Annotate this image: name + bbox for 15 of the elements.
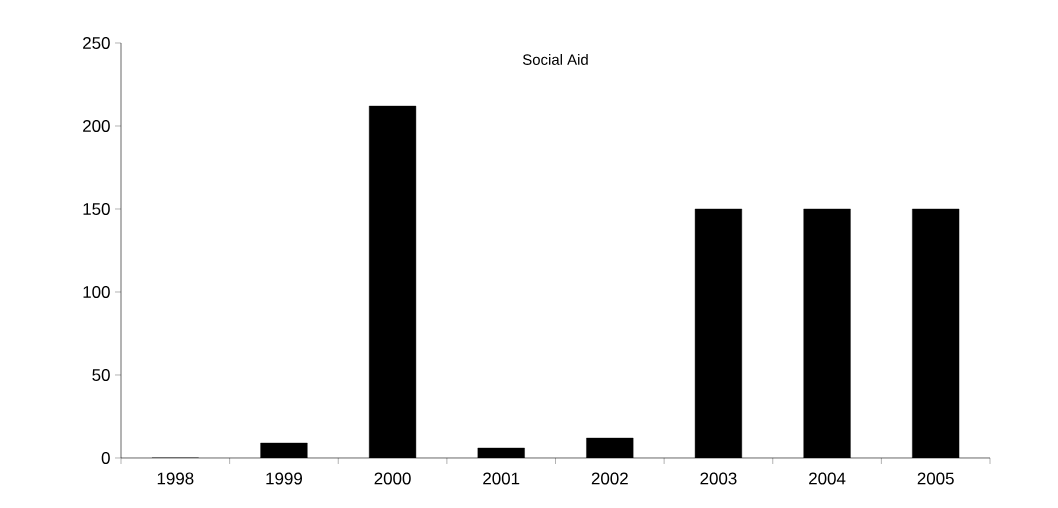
x-tick-label: 2002 bbox=[591, 472, 628, 485]
x-tick-label: 1998 bbox=[157, 472, 194, 485]
text: Social Aid bbox=[522, 53, 588, 65]
y-tick-label: 0 bbox=[101, 451, 110, 464]
x-tick-label: 2000 bbox=[374, 472, 411, 485]
y-tick-label: 200 bbox=[83, 119, 110, 132]
y-tick-label: 100 bbox=[83, 285, 110, 298]
x-tick-label: 2004 bbox=[809, 472, 846, 485]
y-tick-label: 150 bbox=[83, 202, 110, 215]
x-tick-label: 2001 bbox=[483, 472, 520, 485]
x-tick-label: 2003 bbox=[700, 472, 737, 485]
x-tick-label: 2005 bbox=[917, 472, 954, 485]
y-tick-label: 250 bbox=[83, 36, 110, 49]
y-tick-label: 50 bbox=[92, 368, 110, 381]
x-tick-label: 1999 bbox=[266, 472, 302, 485]
